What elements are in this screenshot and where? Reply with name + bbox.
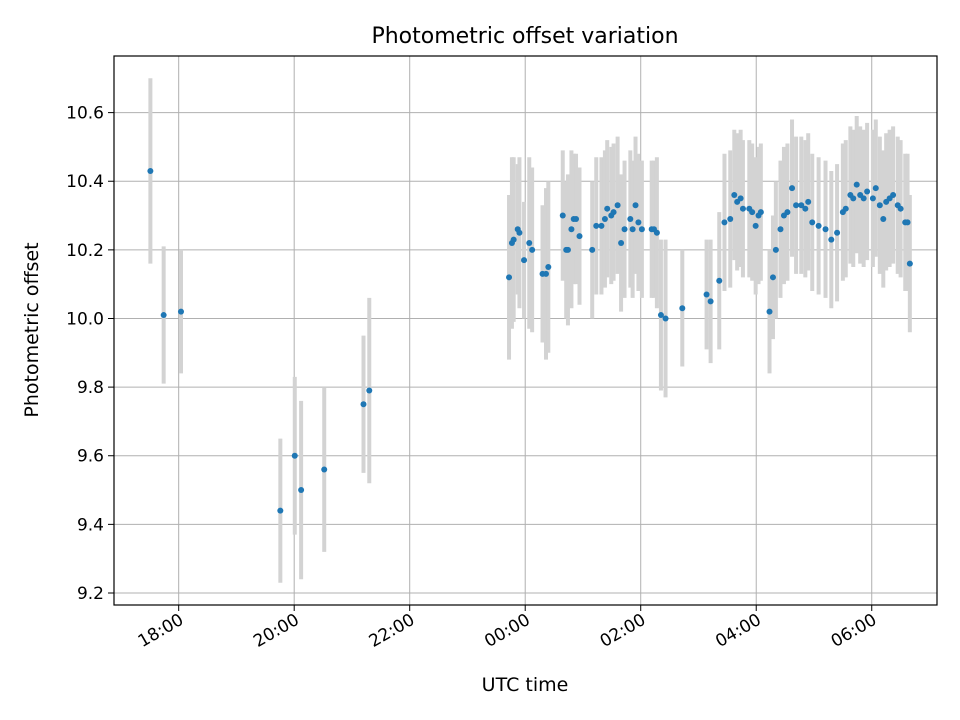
data-point bbox=[604, 205, 611, 212]
data-point bbox=[850, 195, 857, 202]
data-point bbox=[635, 219, 642, 226]
data-points bbox=[147, 167, 913, 514]
data-point bbox=[828, 236, 835, 243]
data-point bbox=[321, 466, 328, 473]
data-point bbox=[731, 191, 738, 198]
data-point bbox=[766, 308, 773, 315]
data-point bbox=[727, 215, 734, 222]
data-point bbox=[842, 205, 849, 212]
data-point bbox=[784, 209, 791, 216]
data-point bbox=[638, 226, 645, 233]
data-point bbox=[529, 246, 536, 253]
data-point bbox=[869, 195, 876, 202]
data-point bbox=[298, 487, 305, 494]
data-point bbox=[805, 198, 812, 205]
data-point bbox=[716, 277, 723, 284]
data-point bbox=[904, 219, 911, 226]
data-point bbox=[632, 202, 639, 209]
data-point bbox=[610, 209, 617, 216]
y-tick-label: 9.8 bbox=[77, 378, 104, 398]
data-point bbox=[516, 229, 523, 236]
chart-title: Photometric offset variation bbox=[371, 24, 678, 49]
data-point bbox=[752, 222, 759, 229]
data-point bbox=[510, 236, 517, 243]
data-point bbox=[749, 209, 756, 216]
y-axis: 9.2 9.4 9.6 9.8 10.0 10.2 10.4 10.6 bbox=[66, 104, 114, 604]
data-point bbox=[853, 181, 860, 188]
y-axis-label: Photometric offset bbox=[21, 242, 43, 417]
data-point bbox=[521, 257, 528, 264]
data-point bbox=[147, 167, 154, 174]
data-point bbox=[576, 233, 583, 240]
data-point bbox=[864, 188, 871, 195]
data-point bbox=[834, 229, 841, 236]
y-tick-label: 10.2 bbox=[66, 241, 104, 261]
data-point bbox=[739, 205, 746, 212]
y-tick-label: 10.4 bbox=[66, 172, 104, 192]
x-axis-label: UTC time bbox=[482, 674, 569, 696]
data-point bbox=[789, 185, 796, 192]
data-point bbox=[897, 205, 904, 212]
data-point bbox=[860, 195, 867, 202]
data-point bbox=[809, 219, 816, 226]
data-point bbox=[777, 226, 784, 233]
data-point bbox=[703, 291, 710, 298]
data-point bbox=[568, 226, 575, 233]
data-point bbox=[657, 312, 664, 319]
data-point bbox=[360, 401, 367, 408]
data-point bbox=[880, 215, 887, 222]
data-point bbox=[177, 308, 184, 315]
data-point bbox=[614, 202, 621, 209]
data-point bbox=[679, 305, 686, 312]
data-point bbox=[564, 246, 571, 253]
y-tick-label: 9.2 bbox=[77, 584, 104, 604]
data-point bbox=[772, 246, 779, 253]
data-point bbox=[769, 274, 776, 281]
data-point bbox=[707, 298, 714, 305]
data-point bbox=[890, 191, 897, 198]
data-point bbox=[815, 222, 822, 229]
data-point bbox=[653, 229, 660, 236]
data-point bbox=[598, 222, 605, 229]
data-point bbox=[872, 185, 879, 192]
y-tick-label: 10.6 bbox=[66, 104, 104, 124]
data-point bbox=[506, 274, 513, 281]
y-tick-label: 9.4 bbox=[77, 515, 104, 535]
data-point bbox=[366, 387, 373, 394]
data-point bbox=[621, 226, 628, 233]
data-point bbox=[291, 452, 298, 459]
data-point bbox=[589, 246, 596, 253]
data-point bbox=[593, 222, 600, 229]
data-point bbox=[876, 202, 883, 209]
data-point bbox=[618, 240, 625, 247]
data-point bbox=[545, 264, 552, 271]
data-point bbox=[627, 215, 634, 222]
y-tick-label: 9.6 bbox=[77, 447, 104, 467]
y-tick-label: 10.0 bbox=[66, 309, 104, 329]
data-point bbox=[822, 226, 829, 233]
data-point bbox=[721, 219, 728, 226]
data-point bbox=[793, 202, 800, 209]
data-point bbox=[160, 312, 167, 319]
data-point bbox=[559, 212, 566, 219]
data-point bbox=[629, 226, 636, 233]
data-point bbox=[802, 205, 809, 212]
data-point bbox=[573, 215, 580, 222]
data-point bbox=[277, 507, 284, 514]
data-point bbox=[757, 209, 764, 216]
data-point bbox=[737, 195, 744, 202]
data-point bbox=[906, 260, 913, 267]
data-point bbox=[798, 202, 805, 209]
data-point bbox=[662, 315, 669, 322]
data-point bbox=[526, 240, 533, 247]
data-point bbox=[601, 215, 608, 222]
data-point bbox=[543, 270, 550, 277]
